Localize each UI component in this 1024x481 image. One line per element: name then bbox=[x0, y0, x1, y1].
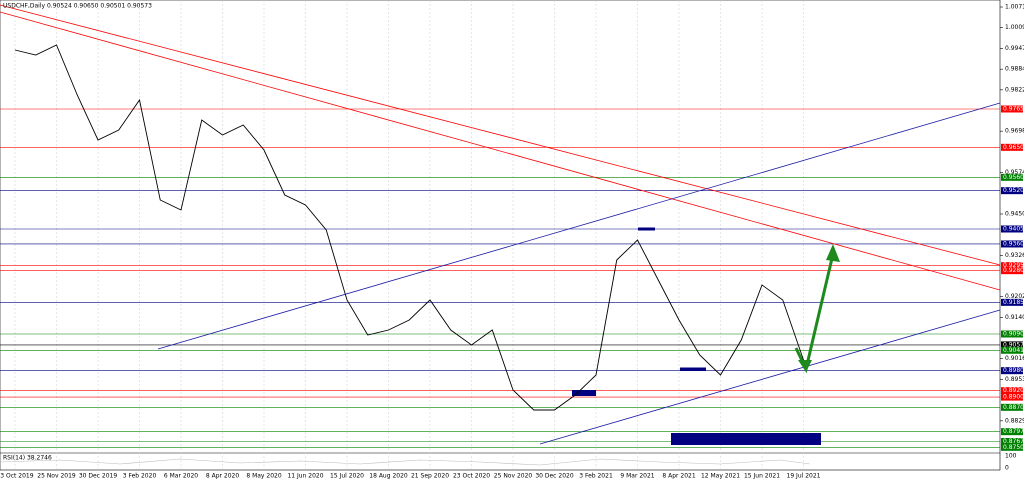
level-tag bbox=[1001, 330, 1023, 338]
level-tag bbox=[1001, 105, 1023, 113]
chart-title: USDCHF,Daily 0.90524 0.90650 0.90501 0.9… bbox=[3, 3, 152, 10]
rsi-tick-label: 0 bbox=[1005, 465, 1009, 472]
level-label: 0.87500 bbox=[1003, 444, 1024, 451]
x-tick-label: 25 Nov 2020 bbox=[494, 473, 533, 480]
y-tick-label: 0.98225 bbox=[1005, 86, 1024, 93]
channel-line bbox=[157, 102, 1001, 350]
x-tick-label: 3 Feb 2021 bbox=[579, 473, 613, 480]
y-tick-label: 0.93260 bbox=[1005, 252, 1024, 259]
level-tag bbox=[1001, 173, 1023, 181]
y-tick-label: 1.00710 bbox=[1005, 4, 1024, 11]
channel-line bbox=[539, 309, 1001, 445]
level-tag bbox=[1001, 428, 1023, 436]
x-tick-label: 9 Mar 2021 bbox=[620, 473, 654, 480]
price-line bbox=[14, 44, 804, 411]
level-label: 0.90412 bbox=[1003, 347, 1024, 354]
level-tag bbox=[1001, 262, 1023, 270]
x-tick-label: 15 Jul 2020 bbox=[330, 473, 364, 480]
level-label: 0.87675 bbox=[1003, 438, 1024, 445]
x-tick-label: 30 Dec 2020 bbox=[535, 473, 574, 480]
level-tag bbox=[1001, 225, 1023, 233]
x-tick-label: 30 Dec 2019 bbox=[79, 473, 118, 480]
level-tag bbox=[1001, 267, 1023, 275]
x-tick-label: 25 Nov 2019 bbox=[37, 473, 76, 480]
level-tag bbox=[1001, 367, 1023, 375]
x-tick-label: 21 Sep 2020 bbox=[411, 473, 449, 480]
y-tick-label: 0.89535 bbox=[1005, 376, 1024, 383]
rsi-label: RSI(14) 38.2746 bbox=[3, 455, 52, 462]
x-tick-label: 15 Jun 2021 bbox=[744, 473, 780, 480]
y-tick-label: 1.00090 bbox=[1005, 24, 1024, 31]
arrow-head bbox=[826, 244, 840, 262]
level-tag bbox=[1001, 187, 1023, 195]
level-label: 0.90573 bbox=[1003, 341, 1024, 348]
trendline bbox=[0, 4, 1001, 266]
level-tag bbox=[1001, 143, 1023, 151]
x-tick-label: 3 Feb 2020 bbox=[123, 473, 157, 480]
rsi-line bbox=[0, 458, 811, 466]
rsi-tick-label: 100 bbox=[1005, 453, 1017, 460]
level-tag bbox=[1001, 341, 1023, 349]
y-tick-label: 0.99470 bbox=[1005, 45, 1024, 52]
y-tick-label: 0.90160 bbox=[1005, 355, 1024, 362]
x-tick-label: 19 Jul 2021 bbox=[787, 473, 821, 480]
level-tag bbox=[1001, 443, 1023, 451]
level-tag bbox=[1001, 387, 1023, 395]
level-label: 0.89007 bbox=[1003, 394, 1024, 401]
level-tag bbox=[1001, 298, 1023, 306]
trendline bbox=[0, 11, 1001, 291]
y-tick-label: 0.96985 bbox=[1005, 128, 1024, 135]
x-tick-label: 8 Apr 2020 bbox=[206, 473, 239, 480]
level-tag bbox=[1001, 393, 1023, 401]
x-tick-label: 23 Oct 2020 bbox=[453, 473, 490, 480]
y-tick-label: 0.98845 bbox=[1005, 66, 1024, 73]
y-tick-label: 0.95745 bbox=[1005, 169, 1024, 176]
arrow-head bbox=[798, 360, 812, 372]
plot-frame bbox=[0, 0, 1001, 471]
zone-box bbox=[572, 390, 596, 396]
x-tick-label: 6 Mar 2020 bbox=[164, 473, 198, 480]
level-tag bbox=[1001, 346, 1023, 354]
level-tag bbox=[1001, 438, 1023, 445]
x-tick-label: 23 Oct 2019 bbox=[0, 473, 34, 480]
zone-box bbox=[671, 433, 821, 445]
level-label: 0.93601 bbox=[1003, 240, 1024, 247]
y-tick-label: 0.88295 bbox=[1005, 417, 1024, 424]
x-tick-label: 11 Jun 2020 bbox=[287, 473, 323, 480]
x-tick-label: 8 Apr 2021 bbox=[662, 473, 695, 480]
y-tick-label: 0.94500 bbox=[1005, 211, 1024, 218]
level-tag bbox=[1001, 403, 1023, 411]
y-tick-label: 0.91400 bbox=[1005, 314, 1024, 321]
level-tag bbox=[1001, 240, 1023, 248]
x-tick-label: 8 May 2020 bbox=[246, 473, 281, 480]
y-tick-label: 0.92020 bbox=[1005, 293, 1024, 300]
x-tick-label: 12 May 2021 bbox=[701, 473, 740, 480]
x-tick-label: 18 Aug 2020 bbox=[369, 473, 408, 480]
